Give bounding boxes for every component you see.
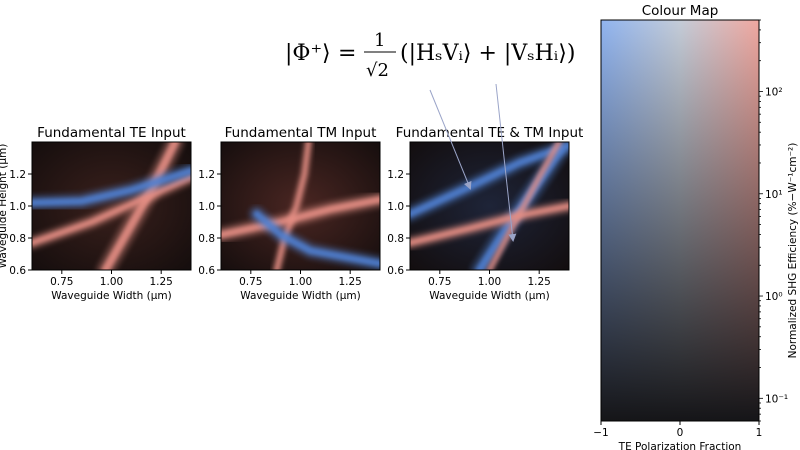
x-axis-label: Waveguide Width (μm) [240, 290, 360, 302]
x-axis-label: TE Polarization Fraction [618, 441, 742, 450]
arrow-to-red-band [495, 83, 517, 242]
y-tick-label: 10² [765, 86, 783, 98]
arrow-to-blue-band [429, 89, 472, 190]
y-axis-label: Normalized SHG Efficiency (%−W⁻¹cm⁻²) [787, 143, 799, 359]
y-tick-label: 0.8 [198, 233, 215, 245]
resonance-band [32, 166, 191, 207]
resonance-band [487, 142, 562, 270]
panel-colour-map: −1 0 1 10⁻¹ 10⁰ 10¹ 10² Colour Map TE Polarizati… [593, 3, 799, 450]
annotation-arrows [429, 83, 517, 242]
x-tick-label: 1.25 [338, 276, 361, 288]
equation-numerator: 1 [374, 30, 385, 51]
y-tick-label: 10¹ [765, 189, 783, 201]
panel-te-input: 0.75 1.00 1.25 0.6 0.8 1.0 1.2 Fundamental TE I… [0, 125, 192, 302]
y-tick-label: 1.2 [387, 169, 404, 181]
x-axis-label: Waveguide Width (μm) [51, 290, 171, 302]
resonance-band [274, 142, 311, 270]
resonance-band [252, 210, 380, 268]
chart-title: Fundamental TE & TM Input [396, 125, 584, 141]
x-tick-label: −1 [593, 427, 608, 439]
equation-denominator: √2 [366, 60, 389, 81]
equation-equals: = [338, 41, 356, 66]
y-tick-label: 0.6 [387, 265, 404, 277]
colour-map-brightness [601, 20, 759, 421]
x-tick-label: 1.00 [100, 276, 123, 288]
panel-te-tm-input: 0.75 1.00 1.25 0.6 0.8 1.0 1.2 Fundamental TE &… [387, 125, 583, 302]
x-tick-label: 0 [677, 427, 684, 439]
y-tick-label: 1.0 [387, 201, 404, 213]
y-tick-label: 1.2 [9, 169, 26, 181]
y-tick-label: 1.0 [198, 201, 215, 213]
panel-tm-input: 0.75 1.00 1.25 0.6 0.8 1.0 1.2 Fundamental TM I… [198, 125, 381, 302]
y-tick-label: 10⁰ [765, 291, 783, 303]
x-tick-label: 0.75 [239, 276, 262, 288]
heatmap-area [32, 142, 191, 270]
chart-title: Fundamental TE Input [37, 125, 186, 141]
resonance-band [221, 195, 380, 239]
resonance-band [101, 142, 180, 270]
resonance-band [410, 142, 569, 218]
equation-lhs: |Φ⁺⟩ [285, 41, 331, 66]
resonance-band [32, 173, 191, 247]
heatmap-area [410, 142, 569, 270]
chart-title: Fundamental TM Input [225, 125, 377, 141]
y-tick-label: 1.0 [9, 201, 26, 213]
y-tick-label: 0.6 [198, 265, 215, 277]
x-axis-label: Waveguide Width (μm) [429, 290, 549, 302]
resonance-band [410, 202, 569, 247]
y-tick-label: 0.6 [9, 265, 26, 277]
x-tick-label: 1.00 [478, 276, 501, 288]
y-axis-label: Waveguide Height (μm) [0, 144, 9, 269]
heatmap-area [221, 142, 380, 270]
equation-rhs: (|HₛVᵢ⟩ + |VₛHᵢ⟩) [400, 41, 575, 66]
y-tick-label: 1.2 [198, 169, 215, 181]
x-tick-label: 1 [756, 427, 763, 439]
x-tick-label: 1.25 [149, 276, 172, 288]
bell-state-equation: |Φ⁺⟩ = 1 √2 (|HₛVᵢ⟩ + |VₛHᵢ⟩) [285, 30, 575, 81]
y-tick-label: 0.8 [387, 233, 404, 245]
y-tick-label: 0.8 [9, 233, 26, 245]
x-tick-label: 1.25 [527, 276, 550, 288]
x-tick-label: 0.75 [428, 276, 451, 288]
chart-title: Colour Map [642, 3, 719, 19]
x-tick-label: 1.00 [289, 276, 312, 288]
y-tick-label: 10⁻¹ [765, 393, 788, 405]
x-tick-label: 0.75 [50, 276, 73, 288]
